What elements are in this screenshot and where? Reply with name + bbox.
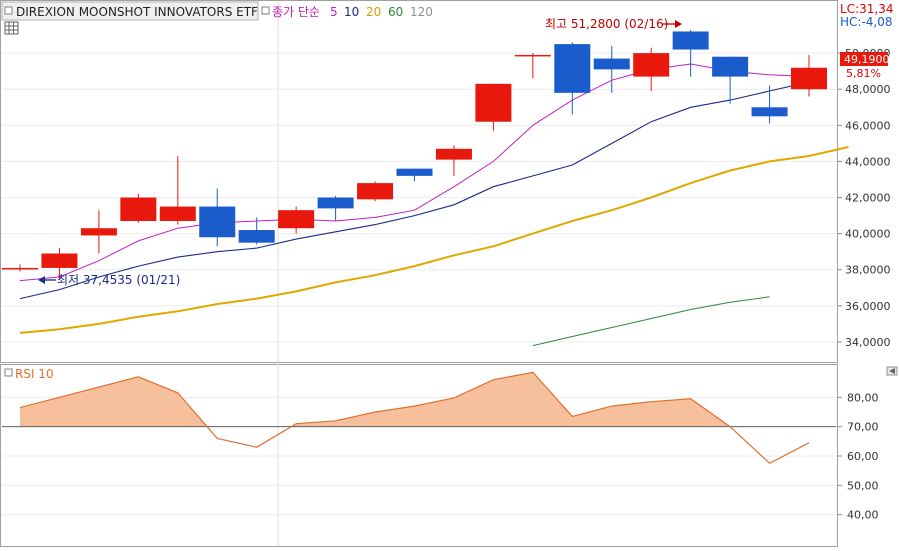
- candle-body: [238, 230, 275, 243]
- rsi-checkbox[interactable]: [4, 368, 13, 377]
- high-annotation: 최고 51,2800 (02/16): [545, 17, 668, 31]
- ma-period-label: 120: [410, 5, 433, 19]
- candle-body: [712, 56, 749, 77]
- ma-period-label: 10: [344, 5, 359, 19]
- hc-label: HC:-4,08: [840, 15, 893, 29]
- candle-body: [357, 183, 394, 200]
- ma-period-label: 20: [366, 5, 381, 19]
- ma-checkbox[interactable]: [261, 6, 270, 15]
- candle-body: [554, 44, 591, 93]
- price-axis-label: 42,0000: [845, 192, 891, 205]
- price-panel-frame: [0, 0, 838, 363]
- candle-body: [633, 53, 670, 77]
- candle-body: [435, 148, 472, 160]
- price-axis-label: 34,0000: [845, 336, 891, 349]
- rsi-line: [19, 371, 810, 465]
- candle-body: [41, 253, 78, 268]
- ma-period-label: 60: [388, 5, 403, 19]
- ma60-line: [532, 296, 770, 347]
- ma5-line: [19, 63, 810, 282]
- price-axis-label: 48,0000: [845, 83, 891, 96]
- ma-period-label: 5: [330, 5, 338, 19]
- candle-body: [514, 54, 551, 57]
- lc-label: LC:31,34: [840, 2, 893, 16]
- price-tag-box: [840, 52, 888, 66]
- rsi-axis-label: 80,00: [847, 391, 879, 404]
- rsi-area: [20, 372, 809, 427]
- table-icon[interactable]: [4, 21, 19, 35]
- candle-body: [751, 107, 788, 117]
- price-axis-label: 40,0000: [845, 228, 891, 241]
- price-tag-value: 49,1900: [844, 53, 890, 66]
- high-arrow-icon: [662, 20, 682, 28]
- candle-body: [672, 31, 709, 50]
- right-axis-strip: [838, 0, 899, 547]
- rsi-axis-label: 70,00: [847, 421, 879, 434]
- panel-resize-icon[interactable]: [886, 366, 898, 376]
- candle-body: [80, 228, 117, 236]
- candle-body: [593, 58, 630, 70]
- rsi-label: RSI 10: [15, 367, 54, 381]
- price-axis-label: 44,0000: [845, 155, 891, 168]
- rsi-axis-label: 60,00: [847, 450, 879, 463]
- rsi-axis-label: 50,00: [847, 479, 879, 492]
- candle-body: [396, 168, 433, 176]
- candle-body: [199, 206, 236, 238]
- price-axis-label: 38,0000: [845, 264, 891, 277]
- candle-body: [317, 197, 354, 209]
- chart-title: DIREXION MOONSHOT INNOVATORS ETF: [16, 5, 258, 19]
- price-tag-percent: 5,81%: [846, 67, 881, 80]
- title-checkbox[interactable]: [4, 6, 13, 15]
- ma-type-label: 종가 단순: [272, 5, 320, 19]
- candle-body: [159, 206, 196, 222]
- candle-body: [475, 83, 512, 122]
- ma20-line: [19, 146, 849, 334]
- price-axis-label: 46,0000: [845, 119, 891, 132]
- low-arrow-icon: [38, 276, 56, 284]
- price-axis-label: 36,0000: [845, 300, 891, 313]
- candle-body: [120, 197, 157, 222]
- candle-body: [791, 67, 827, 90]
- rsi-axis-label: 40,00: [847, 509, 879, 522]
- low-annotation: 최저 37,4535 (01/21): [57, 273, 180, 287]
- candle-body: [2, 267, 38, 270]
- candle-body: [278, 210, 315, 229]
- title-box: [1, 1, 259, 21]
- ma10-line: [19, 81, 810, 300]
